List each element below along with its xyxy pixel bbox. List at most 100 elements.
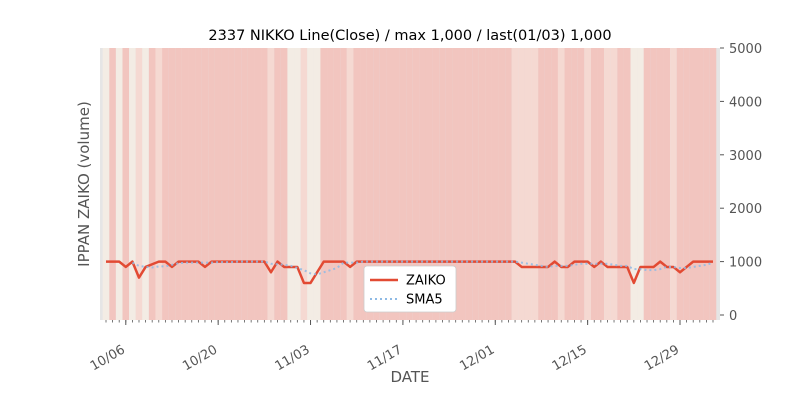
background-band [129, 48, 136, 320]
background-band [274, 48, 281, 320]
y-tick-label: 0 [729, 309, 737, 324]
background-band [214, 48, 222, 320]
background-band [228, 48, 235, 320]
background-band [538, 48, 545, 320]
background-band [162, 48, 169, 320]
background-band [617, 48, 624, 320]
background-band [465, 48, 473, 320]
background-band [181, 48, 189, 320]
background-band [524, 48, 532, 320]
background-band [623, 48, 631, 320]
background-band [399, 48, 407, 320]
y-tick-label: 4000 [729, 95, 762, 110]
background-band [373, 48, 380, 320]
y-axis: 0 1000 2000 3000 4000 5000 [720, 42, 762, 324]
background-band [261, 48, 268, 320]
background-bands [102, 48, 717, 320]
series-line-sma5 [131, 260, 714, 276]
background-band [478, 48, 486, 320]
chart-title: 2337 NIKKO Line(Close) / max 1,000 / las… [208, 28, 611, 44]
background-band [195, 48, 202, 320]
background-band [683, 48, 690, 320]
background-band [630, 48, 638, 320]
background-band [241, 48, 248, 320]
background-band [511, 48, 519, 320]
background-band [280, 48, 288, 320]
background-band [689, 48, 697, 320]
x-tick-label: 12/15 [550, 342, 590, 374]
x-tick-label: 10/06 [88, 342, 128, 374]
background-band [643, 48, 651, 320]
background-band [531, 48, 539, 320]
background-band [254, 48, 262, 320]
background-band [287, 48, 295, 320]
background-band [518, 48, 525, 320]
x-tick-label: 10/20 [180, 342, 220, 374]
background-band [452, 48, 459, 320]
background-band [458, 48, 466, 320]
background-band [360, 48, 367, 320]
background-band [584, 48, 591, 320]
background-band [577, 48, 585, 320]
background-band [102, 48, 110, 320]
background-band [676, 48, 684, 320]
background-band [148, 48, 156, 320]
legend: ZAIKO SMA5 [363, 265, 457, 313]
background-band [155, 48, 163, 320]
background-band [340, 48, 347, 320]
background-band [333, 48, 341, 320]
background-band [557, 48, 565, 320]
background-band [439, 48, 446, 320]
background-band [234, 48, 242, 320]
x-tick-label: 12/01 [457, 342, 497, 374]
x-axis: 10/06 10/20 11/03 11/17 12/01 12/15 12/29 [88, 320, 714, 374]
background-band [637, 48, 644, 320]
legend-box [363, 265, 457, 313]
y-tick-label: 5000 [729, 42, 762, 57]
legend-label: SMA5 [406, 293, 443, 308]
background-band [650, 48, 657, 320]
y-tick-label: 3000 [729, 149, 762, 164]
background-band [544, 48, 552, 320]
background-band [564, 48, 572, 320]
background-band [346, 48, 354, 320]
legend-label: ZAIKO [406, 274, 446, 289]
background-band [221, 48, 229, 320]
background-band [366, 48, 374, 320]
background-band [327, 48, 334, 320]
background-band [142, 48, 149, 320]
background-band [551, 48, 558, 320]
x-tick-label: 11/03 [273, 342, 313, 374]
background-band [610, 48, 618, 320]
background-band [571, 48, 578, 320]
background-band [703, 48, 710, 320]
y-tick-label: 2000 [729, 202, 762, 217]
background-band [109, 48, 116, 320]
x-tick-label: 12/29 [642, 342, 682, 374]
background-band [432, 48, 440, 320]
background-band [307, 48, 314, 320]
background-band [604, 48, 611, 320]
background-band [656, 48, 664, 320]
background-band [505, 48, 512, 320]
background-band [175, 48, 182, 320]
y-axis-label: IPPAN ZAIKO (volume) [75, 101, 93, 267]
background-band [472, 48, 479, 320]
background-band [313, 48, 321, 320]
plot-area [100, 48, 720, 320]
background-band [294, 48, 301, 320]
background-band [115, 48, 123, 320]
background-band [353, 48, 361, 320]
background-band [445, 48, 453, 320]
background-band [590, 48, 598, 320]
background-band [485, 48, 492, 320]
background-band [122, 48, 130, 320]
background-band [597, 48, 605, 320]
background-band [491, 48, 499, 320]
x-axis-label: DATE [390, 368, 429, 386]
y-tick-label: 1000 [729, 256, 762, 271]
background-band [498, 48, 506, 320]
background-band [696, 48, 704, 320]
background-band [425, 48, 433, 320]
